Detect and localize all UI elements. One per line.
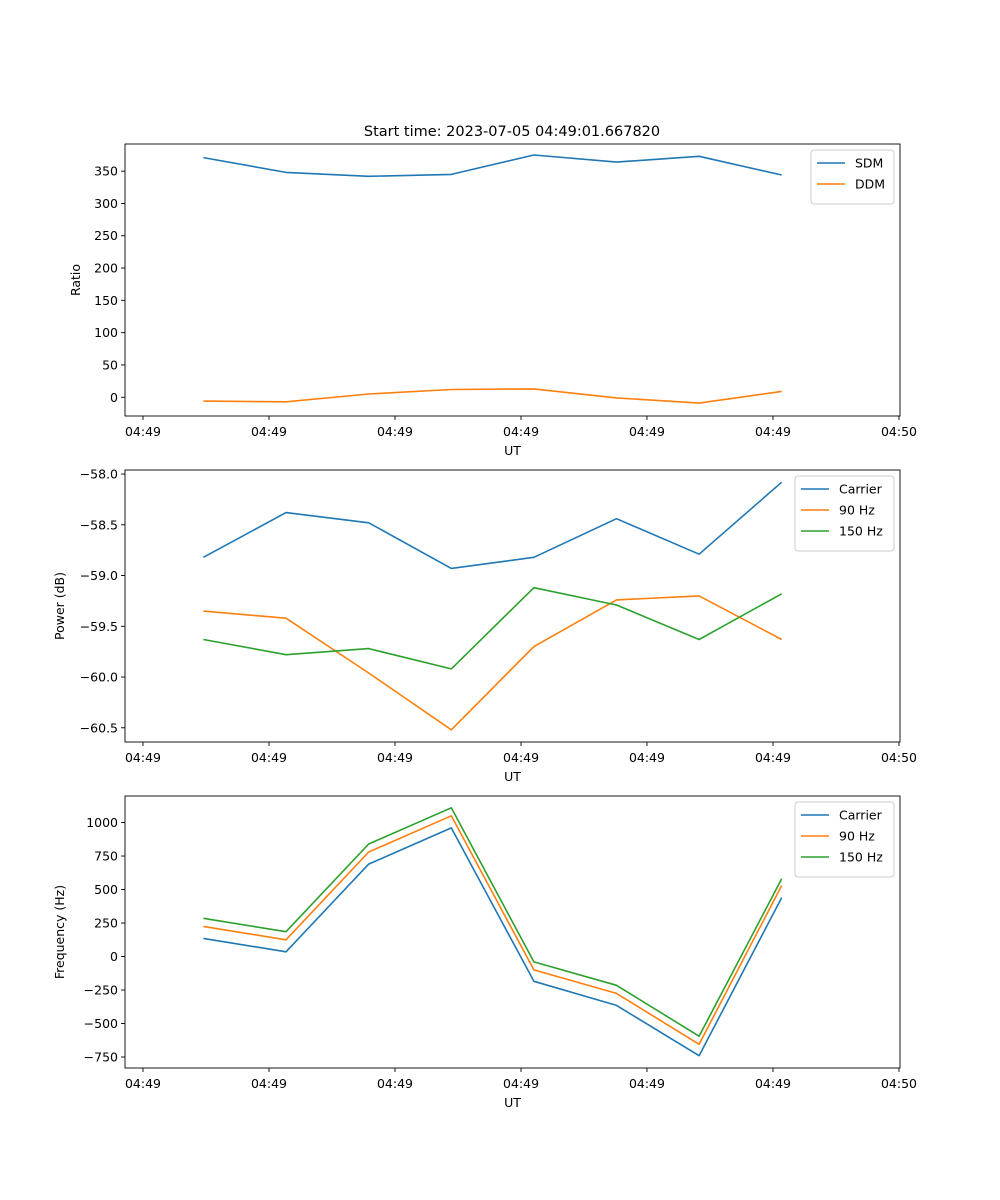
ratio-y-axis-label: Ratio xyxy=(68,264,83,296)
power-y-axis-label: Power (dB) xyxy=(52,572,67,640)
power-legend-label: 150 Hz xyxy=(839,524,883,539)
power-y-tick-label: −60.5 xyxy=(80,720,118,735)
frequency-x-tick-label: 04:49 xyxy=(755,1076,791,1091)
frequency-y-tick-label: 750 xyxy=(94,849,118,864)
frequency-y-tick-label: 250 xyxy=(94,916,118,931)
subplot-power: −60.5 −60.0 −59.5 −59.0 −58.5 −58.0 04:49 04:49… xyxy=(52,467,917,784)
power-legend-label: Carrier xyxy=(839,482,883,497)
power-x-tick-label: 04:49 xyxy=(755,750,791,765)
ratio-legend-label: SDM xyxy=(855,156,883,171)
frequency-legend-label: Carrier xyxy=(839,808,883,823)
power-x-tick-label: 04:49 xyxy=(377,750,413,765)
ratio-x-axis-label: UT xyxy=(504,443,521,458)
ratio-x-tick-label: 04:50 xyxy=(881,424,917,439)
frequency-y-axis-label: Frequency (Hz) xyxy=(52,885,67,979)
ratio-series-line-1 xyxy=(203,154,782,178)
ratio-axes-frame xyxy=(124,143,901,417)
power-series-line-1 xyxy=(203,481,783,570)
ratio-series-line-2 xyxy=(203,388,782,404)
power-x-tick-label: 04:49 xyxy=(125,750,161,765)
power-y-tick-label: −59.0 xyxy=(80,568,118,583)
ratio-y-tick-label: 0 xyxy=(110,390,118,405)
power-y-tick-label: −58.0 xyxy=(80,467,118,482)
ratio-y-tick-label: 150 xyxy=(94,293,118,308)
frequency-legend-label: 90 Hz xyxy=(839,829,875,844)
power-y-tick-label: −58.5 xyxy=(80,517,118,532)
ratio-y-tick-label: 350 xyxy=(94,164,118,179)
ratio-y-tick-label: 300 xyxy=(94,196,118,211)
power-series-line-2 xyxy=(203,595,783,731)
ratio-x-tick-label: 04:49 xyxy=(629,424,665,439)
power-x-tick-label: 04:49 xyxy=(503,750,539,765)
power-y-tick-label: −60.0 xyxy=(80,670,118,685)
frequency-y-tick-label: −500 xyxy=(84,1016,118,1031)
ratio-x-tick-label: 04:49 xyxy=(251,424,287,439)
ratio-x-tick-label: 04:49 xyxy=(377,424,413,439)
frequency-legend-label: 150 Hz xyxy=(839,850,883,865)
ratio-y-tick-label: 100 xyxy=(94,325,118,340)
subplot-ratio: 0 50 100 150 200 250 300 350 04:49 04:49 04:49 04:4… xyxy=(68,143,917,458)
frequency-x-tick-label: 04:49 xyxy=(125,1076,161,1091)
frequency-x-tick-label: 04:49 xyxy=(251,1076,287,1091)
ratio-y-tick-label: 250 xyxy=(94,228,118,243)
power-x-tick-label: 04:50 xyxy=(881,750,917,765)
frequency-y-tick-label: −750 xyxy=(84,1050,118,1065)
power-axes-frame xyxy=(124,469,901,743)
ratio-y-tick-label: 50 xyxy=(102,357,118,372)
power-legend xyxy=(794,475,895,552)
frequency-x-tick-label: 04:49 xyxy=(503,1076,539,1091)
frequency-x-axis-label: UT xyxy=(504,1095,521,1110)
frequency-series-line-2 xyxy=(203,814,783,1046)
ratio-x-tick-label: 04:49 xyxy=(125,424,161,439)
ratio-x-tick-label: 04:49 xyxy=(503,424,539,439)
power-y-tick-label: −59.5 xyxy=(80,619,118,634)
subplot-frequency: −750 −500 −250 0 250 500 750 1000 04:49 04:49 04:4… xyxy=(52,795,917,1110)
power-series-line-3 xyxy=(203,586,783,670)
frequency-x-tick-label: 04:49 xyxy=(629,1076,665,1091)
figure-title: Start time: 2023-07-05 04:49:01.667820 xyxy=(364,124,660,140)
ratio-x-tick-label: 04:49 xyxy=(755,424,791,439)
power-x-tick-label: 04:49 xyxy=(251,750,287,765)
frequency-y-tick-label: −250 xyxy=(84,983,118,998)
power-x-tick-label: 04:49 xyxy=(629,750,665,765)
power-legend-label: 90 Hz xyxy=(839,503,875,518)
frequency-series-line-1 xyxy=(203,827,783,1057)
frequency-y-tick-label: 500 xyxy=(94,882,118,897)
frequency-legend xyxy=(794,801,895,878)
frequency-y-tick-label: 0 xyxy=(110,949,118,964)
frequency-x-tick-label: 04:49 xyxy=(377,1076,413,1091)
frequency-x-tick-label: 04:50 xyxy=(881,1076,917,1091)
frequency-series-line-3 xyxy=(203,806,783,1037)
ratio-legend-label: DDM xyxy=(855,177,885,192)
ratio-y-tick-label: 200 xyxy=(94,261,118,276)
frequency-y-tick-label: 1000 xyxy=(86,815,118,830)
power-x-axis-label: UT xyxy=(504,769,521,784)
frequency-axes-frame xyxy=(124,795,901,1069)
